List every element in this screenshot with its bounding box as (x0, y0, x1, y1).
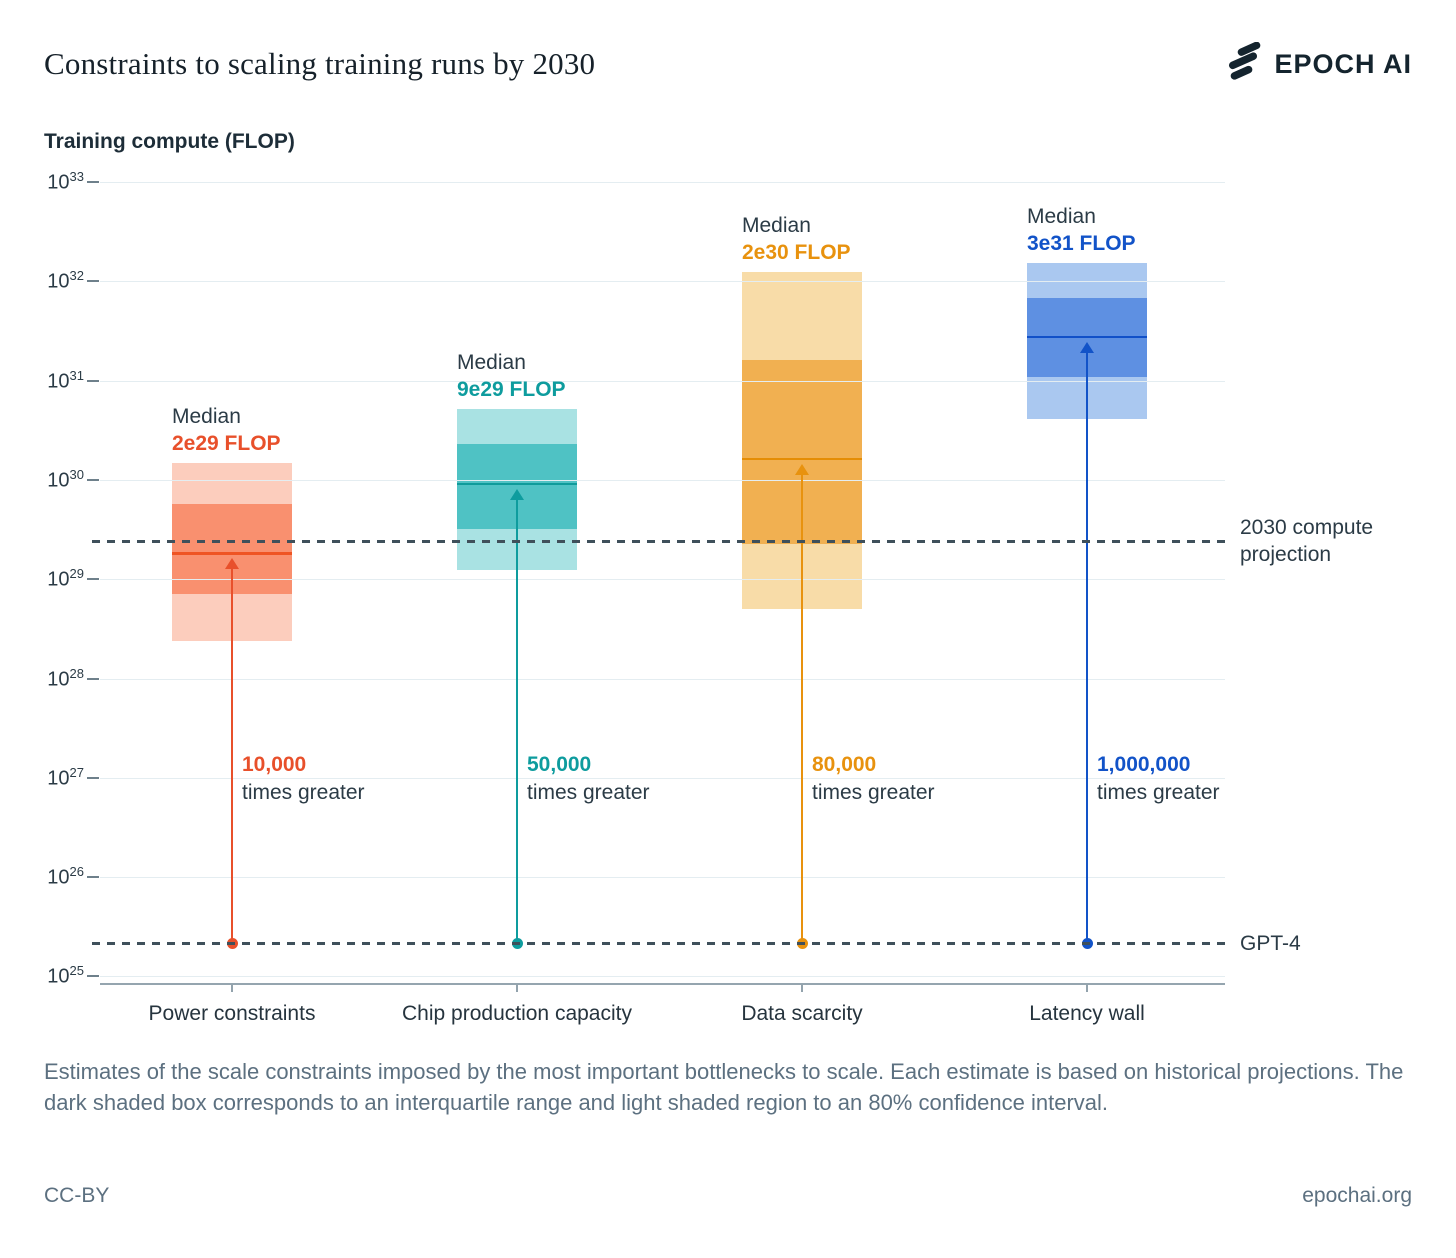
times-greater-number: 10,000 (242, 753, 307, 776)
y-gridline (100, 777, 1225, 779)
times-greater-suffix: times greater (812, 780, 935, 804)
y-tick (87, 677, 99, 680)
y-tick (87, 478, 99, 481)
times-greater-number: 1,000,000 (1097, 753, 1191, 776)
median-value-label: 2e30 FLOP (742, 241, 851, 265)
x-category-label: Chip production capacity (402, 1002, 632, 1025)
y-tick (87, 975, 99, 978)
x-category-label: Latency wall (1029, 1002, 1145, 1025)
median-label: Median 3e31 FLOP (1027, 203, 1287, 257)
y-tick-label: 1028 (47, 665, 84, 691)
x-category-label: Power constraints (148, 1002, 316, 1025)
times-greater-label: 50,000 times greater (527, 751, 747, 806)
median-value-label: 2e29 FLOP (172, 432, 281, 456)
median-line (172, 552, 292, 555)
comparison-arrow-head (795, 464, 809, 476)
median-label: Median 2e30 FLOP (742, 212, 1002, 266)
y-gridline (100, 976, 1225, 978)
y-gridline (100, 678, 1225, 680)
epoch-ai-logo: EPOCH AI (1224, 41, 1412, 87)
median-title: Median (457, 351, 526, 375)
y-tick (87, 379, 99, 382)
y-tick (87, 876, 99, 879)
median-line (457, 482, 577, 486)
x-tick (801, 984, 803, 992)
y-gridline (100, 579, 1225, 581)
median-label: Median 9e29 FLOP (457, 349, 717, 403)
y-tick (87, 181, 99, 183)
y-tick-label: 1033 (47, 169, 84, 194)
y-tick-label: 1031 (47, 367, 84, 393)
times-greater-suffix: times greater (527, 780, 650, 804)
page-title: Constraints to scaling training runs by … (44, 46, 596, 81)
figure-caption: Estimates of the scale constraints impos… (44, 1059, 1404, 1115)
times-greater-suffix: times greater (1097, 780, 1220, 804)
comparison-arrow-head (225, 558, 239, 570)
x-category-label: Data scarcity (741, 1002, 863, 1025)
comparison-arrow-head (510, 488, 524, 500)
x-tick (1086, 984, 1088, 992)
reference-dashed-line (92, 942, 1228, 946)
site-label: epochai.org (1302, 1184, 1412, 1207)
epoch-ai-logo-text: EPOCH AI (1274, 49, 1412, 79)
times-greater-number: 50,000 (527, 753, 592, 776)
y-gridline (100, 281, 1225, 283)
median-line (1027, 335, 1147, 339)
y-tick-label: 1030 (47, 466, 84, 492)
times-greater-label: 10,000 times greater (242, 751, 462, 806)
comparison-arrow-line (1086, 351, 1088, 944)
median-line (742, 457, 862, 461)
y-tick-label: 1026 (47, 864, 84, 889)
times-greater-label: 80,000 times greater (812, 751, 1032, 806)
y-gridline (100, 479, 1225, 481)
license-label: CC-BY (44, 1184, 110, 1207)
y-gridline (100, 380, 1225, 382)
reference-line-label: 2030 compute projection (1240, 516, 1374, 567)
comparison-arrow-head (1080, 341, 1094, 353)
median-title: Median (742, 214, 811, 238)
median-title: Median (1027, 205, 1096, 229)
times-greater-label: 1,000,000 times greater (1097, 751, 1317, 806)
y-tick (87, 280, 99, 283)
comparison-arrow-line (516, 498, 518, 944)
median-value-label: 9e29 FLOP (457, 378, 566, 402)
y-tick-label: 1027 (47, 764, 84, 790)
x-axis-line (100, 983, 1225, 985)
y-tick-label: 1029 (47, 566, 84, 591)
y-tick (87, 776, 99, 779)
comparison-arrow-line (231, 568, 233, 944)
times-greater-number: 80,000 (812, 753, 877, 776)
y-tick-label: 1032 (47, 268, 84, 293)
y-gridline (100, 877, 1225, 879)
epoch-ai-logo-icon (1224, 41, 1264, 87)
times-greater-suffix: times greater (242, 780, 365, 804)
y-tick (87, 578, 99, 581)
y-axis-title: Training compute (FLOP) (44, 130, 295, 153)
y-tick-label: 1025 (47, 963, 84, 989)
comparison-arrow-line (801, 474, 803, 944)
median-label: Median 2e29 FLOP (172, 403, 432, 457)
reference-line-label: GPT-4 (1240, 932, 1301, 956)
median-title: Median (172, 405, 241, 429)
x-tick (516, 984, 518, 992)
y-gridline (100, 182, 1225, 183)
median-value-label: 3e31 FLOP (1027, 232, 1136, 256)
reference-dashed-line (92, 539, 1228, 543)
x-tick (231, 984, 233, 992)
